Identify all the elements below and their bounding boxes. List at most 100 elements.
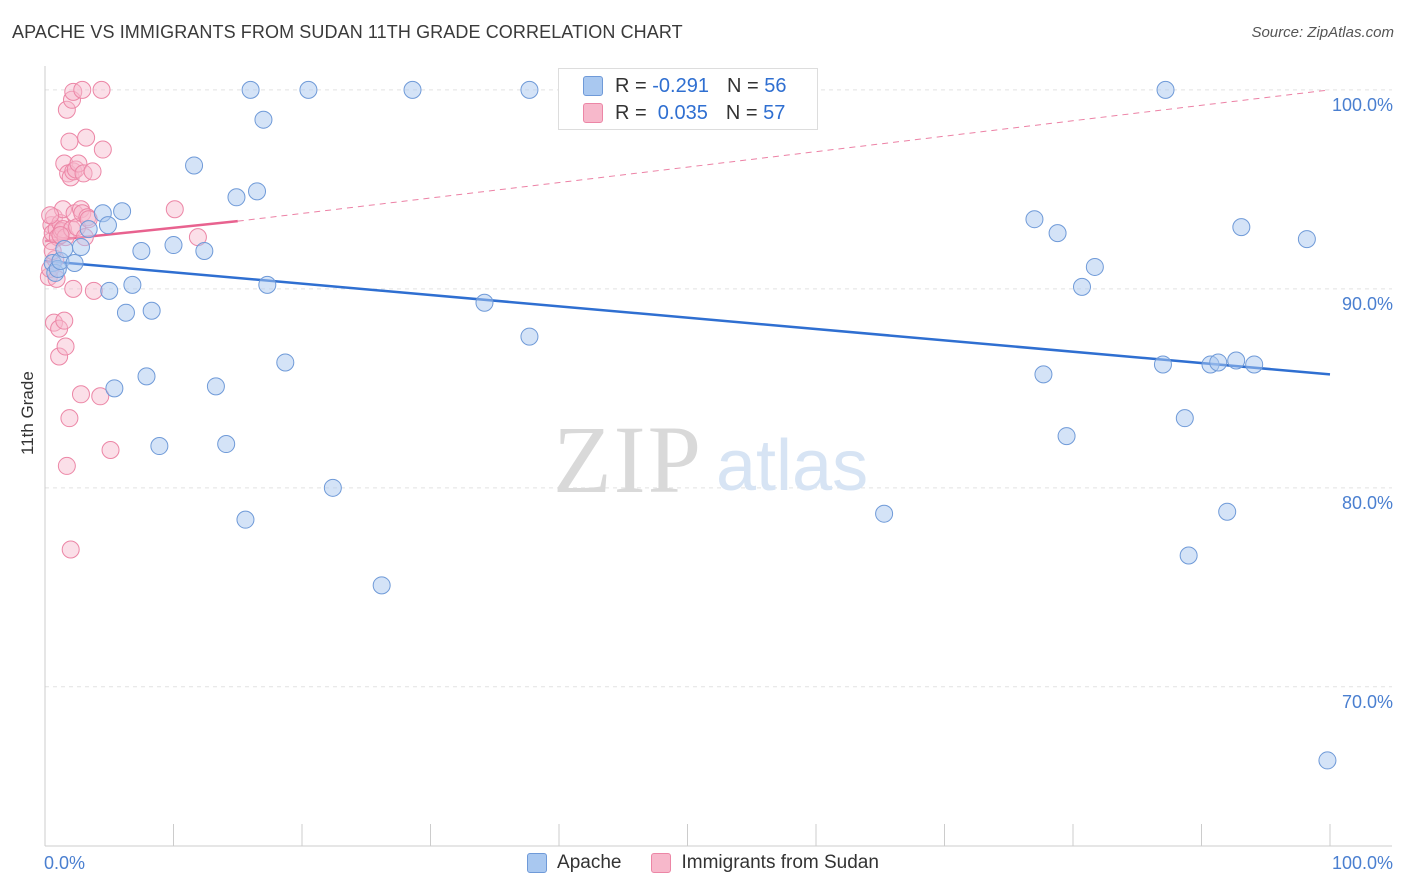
apache-point [105, 379, 124, 398]
sudan-point [56, 337, 75, 356]
apache-point [1048, 224, 1067, 243]
apache-point [299, 80, 318, 99]
apache-point [1025, 210, 1044, 229]
sudan-point [41, 206, 60, 225]
sudan-point [93, 140, 112, 159]
y-tick-label: 80.0% [1342, 493, 1393, 513]
apache-point [1175, 409, 1194, 428]
apache-point [1072, 277, 1091, 296]
sudan-point [101, 441, 120, 460]
apache-point [323, 478, 342, 497]
apache-point [1156, 80, 1175, 99]
r-value-sudan: 0.035 [652, 101, 708, 124]
tick-labels: 70.0% 80.0% 90.0% 100.0% 0.0% 100.0% [44, 95, 1393, 873]
apache-point [1318, 751, 1337, 770]
sudan-swatch [583, 103, 603, 123]
sudan-point [50, 347, 69, 366]
apache-point [1232, 218, 1251, 237]
apache-point [164, 236, 183, 255]
apache-point [520, 80, 539, 99]
trend-sudan-dashed [237, 89, 1331, 222]
apache-point [1227, 351, 1246, 370]
legend-label-apache: Apache [557, 852, 622, 873]
legend-item-apache[interactable]: Apache [527, 852, 621, 874]
apache-point [403, 80, 422, 99]
sudan-point [60, 409, 79, 428]
sudan-point [64, 279, 83, 298]
series-legend: Apache Immigrants from Sudan [0, 852, 1406, 874]
apache-point [206, 377, 225, 396]
apache-point [137, 367, 156, 386]
y-tick-label: 70.0% [1342, 692, 1393, 712]
r-label: R = [615, 74, 653, 97]
apache-legend-swatch [527, 853, 548, 873]
apache-point [65, 253, 84, 272]
apache-point [236, 510, 255, 529]
apache-point [1085, 257, 1104, 276]
apache-point [98, 216, 117, 235]
apache-point [1218, 502, 1237, 521]
x-tick-label-max: 100.0% [1332, 853, 1393, 873]
apache-point [1153, 355, 1172, 374]
points-apache [43, 80, 1337, 770]
apache-point [1245, 355, 1264, 374]
apache-point [142, 301, 161, 320]
sudan-point [77, 128, 96, 147]
apache-point [123, 275, 142, 294]
sudan-point [74, 164, 93, 183]
n-value-sudan: 57 [763, 101, 786, 124]
watermark: ZIP atlas [553, 406, 868, 513]
watermark-atlas: atlas [716, 426, 868, 506]
sudan-point [64, 82, 83, 101]
apache-point [475, 293, 494, 312]
r-value-apache: -0.291 [652, 74, 709, 97]
stats-row-apache: R = -0.291 N = 56 [583, 73, 787, 99]
apache-point [520, 327, 539, 346]
apache-point [1179, 546, 1198, 565]
sudan-point [61, 540, 80, 559]
x-tick-label-min: 0.0% [44, 853, 85, 873]
apache-point [276, 353, 295, 372]
apache-point [372, 576, 391, 595]
apache-point [79, 220, 98, 239]
trend-apache [44, 259, 1331, 376]
apache-point [113, 202, 132, 221]
sudan-legend-swatch [651, 853, 672, 873]
sudan-point [84, 281, 103, 300]
apache-point [258, 275, 277, 294]
watermark-zip: ZIP [553, 406, 703, 513]
apache-point [55, 240, 74, 259]
n-value-apache: 56 [764, 74, 787, 97]
grid-lines [45, 89, 1392, 688]
apache-point [185, 156, 204, 175]
apache-swatch [583, 76, 603, 96]
apache-point [1297, 230, 1316, 249]
axes [44, 66, 1392, 847]
chart-title: APACHE VS IMMIGRANTS FROM SUDAN 11TH GRA… [12, 22, 683, 42]
sudan-point [55, 311, 74, 330]
apache-point [150, 437, 169, 456]
sudan-point [69, 154, 88, 173]
legend-item-sudan[interactable]: Immigrants from Sudan [651, 852, 879, 874]
y-tick-label: 90.0% [1342, 294, 1393, 314]
trend-apache-line [44, 259, 1331, 376]
n-label: N = [726, 74, 765, 97]
sudan-point [71, 385, 90, 404]
apache-point [71, 238, 90, 257]
trend-sudan [44, 89, 1331, 243]
source-label: Source: ZipAtlas.com [1251, 24, 1394, 41]
apache-point [241, 80, 260, 99]
trend-sudan-solid [44, 219, 238, 243]
sudan-point [57, 456, 76, 475]
apache-point [217, 435, 236, 454]
apache-point [116, 303, 135, 322]
sudan-point [57, 100, 76, 119]
apache-point [1034, 365, 1053, 384]
legend-label-sudan: Immigrants from Sudan [681, 852, 879, 873]
sudan-point [60, 132, 79, 151]
stats-legend: R = -0.291 N = 56 R = 0.035 N = 57 [558, 68, 818, 130]
sudan-point [73, 80, 92, 99]
r-label: R = [615, 101, 653, 124]
sudan-point [92, 80, 111, 99]
